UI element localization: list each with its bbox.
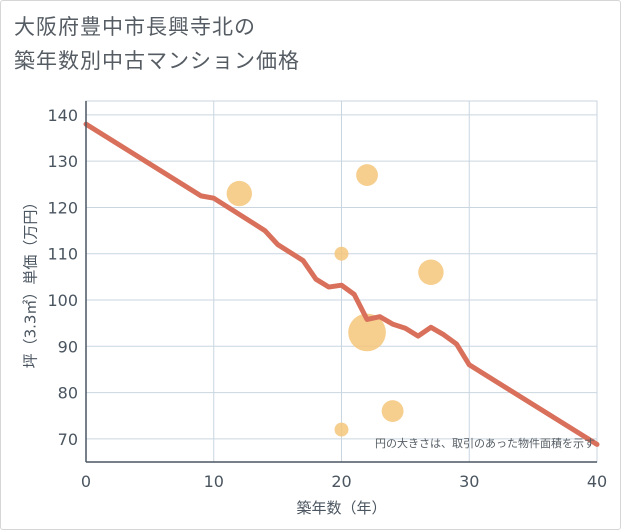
- y-tick-label: 70: [58, 430, 78, 449]
- scatter-point: [418, 259, 444, 285]
- x-tick-label: 40: [587, 472, 607, 491]
- y-tick-label: 110: [47, 245, 78, 264]
- scatter-point: [334, 422, 349, 437]
- trend-line: [83, 121, 600, 447]
- y-tick-label: 140: [47, 106, 78, 125]
- y-tick-label: 120: [47, 198, 78, 217]
- y-tick-label: 90: [58, 337, 78, 356]
- x-tick-label: 30: [459, 472, 479, 491]
- chart-title-line-1: 大阪府豊中市長興寺北の: [14, 15, 256, 39]
- scatter-point: [334, 246, 349, 261]
- scatter-point: [381, 400, 404, 423]
- scatter-point: [356, 164, 378, 186]
- y-tick-label: 130: [47, 152, 78, 171]
- x-tick-label: 20: [331, 472, 351, 491]
- grid-lines: [85, 100, 598, 463]
- y-tick-label: 80: [58, 384, 78, 403]
- axes: 0 10 20 30 40 70 80 90 100 110 120 130 140: [47, 101, 607, 491]
- size-note: 円の大きさは、取引のあった物件面積を示す: [375, 436, 595, 450]
- chart-title-line-2: 築年数別中古マンション価格: [14, 49, 300, 73]
- trend-line-series: [83, 121, 600, 447]
- x-axis-label: 築年数（年）: [296, 499, 386, 517]
- y-axis-label: 坪（3.3㎡）単価（万円）: [22, 195, 40, 369]
- scatter-point: [348, 313, 386, 352]
- scatter-point: [226, 180, 252, 207]
- bubble-series: [226, 164, 444, 437]
- x-tick-label: 10: [204, 472, 224, 491]
- chart-title: 大阪府豊中市長興寺北の 築年数別中古マンション価格: [14, 10, 300, 78]
- y-tick-label: 100: [47, 291, 78, 310]
- x-tick-label: 0: [81, 472, 91, 491]
